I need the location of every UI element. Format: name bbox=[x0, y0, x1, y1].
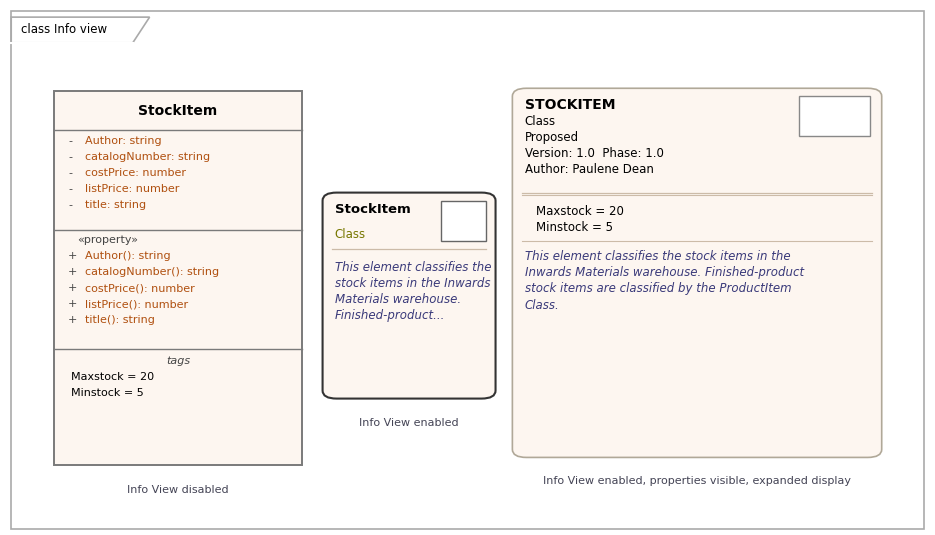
FancyBboxPatch shape bbox=[323, 193, 496, 399]
Text: Author: Paulene Dean: Author: Paulene Dean bbox=[525, 163, 654, 176]
Text: Author(): string: Author(): string bbox=[85, 251, 171, 261]
Text: Maxstock = 20: Maxstock = 20 bbox=[536, 205, 624, 218]
Text: costPrice: number: costPrice: number bbox=[85, 168, 186, 178]
Text: tags: tags bbox=[166, 356, 190, 366]
FancyBboxPatch shape bbox=[11, 11, 924, 529]
Text: Minstock = 5: Minstock = 5 bbox=[536, 221, 612, 234]
Text: StockItem: StockItem bbox=[138, 104, 218, 118]
Text: Author: string: Author: string bbox=[85, 136, 162, 146]
Text: Info View enabled, properties visible, expanded display: Info View enabled, properties visible, e… bbox=[543, 477, 851, 486]
Text: Info View enabled: Info View enabled bbox=[359, 418, 459, 427]
Text: -: - bbox=[68, 136, 72, 146]
Text: +: + bbox=[68, 251, 78, 261]
Text: -: - bbox=[68, 152, 72, 162]
Text: listPrice: number: listPrice: number bbox=[85, 184, 180, 194]
Text: class Info view: class Info view bbox=[21, 24, 107, 36]
FancyBboxPatch shape bbox=[54, 91, 302, 465]
Text: «property»: «property» bbox=[78, 235, 138, 245]
Text: costPrice(): number: costPrice(): number bbox=[85, 284, 194, 293]
Text: title(): string: title(): string bbox=[85, 316, 155, 325]
Text: +: + bbox=[68, 300, 78, 309]
Text: Proposed: Proposed bbox=[525, 131, 579, 144]
Text: Class: Class bbox=[335, 228, 366, 241]
Text: stock items in the Inwards: stock items in the Inwards bbox=[335, 277, 490, 289]
Text: catalogNumber: string: catalogNumber: string bbox=[85, 152, 210, 162]
Text: Inwards Materials warehouse. Finished-product: Inwards Materials warehouse. Finished-pr… bbox=[525, 266, 804, 279]
Text: stock items are classified by the ProductItem: stock items are classified by the Produc… bbox=[525, 282, 791, 295]
Text: -: - bbox=[68, 200, 72, 210]
Text: title: string: title: string bbox=[85, 200, 146, 210]
Text: -: - bbox=[68, 184, 72, 194]
Text: +: + bbox=[68, 316, 78, 325]
FancyBboxPatch shape bbox=[799, 96, 870, 136]
Text: Materials warehouse.: Materials warehouse. bbox=[335, 293, 461, 305]
Text: Info View disabled: Info View disabled bbox=[127, 485, 229, 494]
Text: +: + bbox=[68, 284, 78, 293]
Text: +: + bbox=[68, 268, 78, 277]
Polygon shape bbox=[11, 17, 150, 43]
Text: catalogNumber(): string: catalogNumber(): string bbox=[85, 268, 219, 277]
FancyBboxPatch shape bbox=[441, 201, 486, 241]
Text: Class.: Class. bbox=[525, 299, 559, 311]
Text: StockItem: StockItem bbox=[335, 203, 410, 216]
Text: STOCKITEM: STOCKITEM bbox=[525, 98, 615, 112]
Text: This element classifies the stock items in the: This element classifies the stock items … bbox=[525, 250, 790, 263]
Text: Minstock = 5: Minstock = 5 bbox=[71, 388, 144, 398]
Text: Maxstock = 20: Maxstock = 20 bbox=[71, 372, 154, 382]
Text: listPrice(): number: listPrice(): number bbox=[85, 300, 188, 309]
Text: Version: 1.0  Phase: 1.0: Version: 1.0 Phase: 1.0 bbox=[525, 147, 664, 160]
Text: This element classifies the: This element classifies the bbox=[335, 261, 491, 273]
Text: Class: Class bbox=[525, 115, 555, 128]
FancyBboxPatch shape bbox=[512, 88, 882, 457]
Text: Finished-product...: Finished-product... bbox=[335, 309, 445, 322]
Text: -: - bbox=[68, 168, 72, 178]
